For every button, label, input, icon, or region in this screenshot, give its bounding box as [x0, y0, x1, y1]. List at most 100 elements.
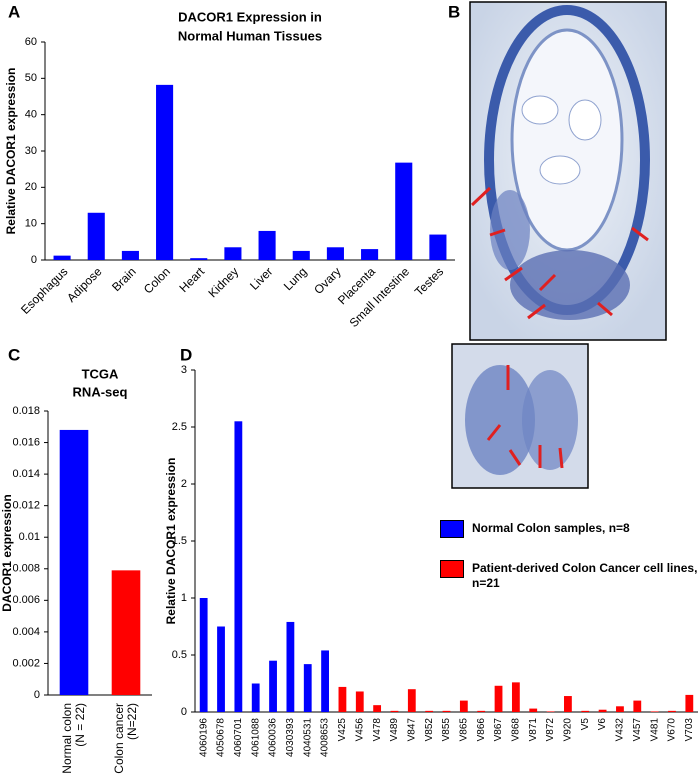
x-tick-label: V872 — [545, 718, 556, 742]
x-tick-label: 4050678 — [216, 718, 227, 757]
bar — [511, 682, 520, 712]
x-tick-label: V432 — [615, 718, 626, 742]
x-tick-label: Testes — [412, 264, 446, 298]
y-tick-label: 0 — [181, 706, 187, 718]
bar — [87, 212, 105, 260]
x-tick-label: (N=22) — [125, 703, 139, 740]
x-tick-label: Esophagus — [18, 264, 70, 316]
x-tick-label: Colon — [141, 264, 173, 296]
x-tick-label: V489 — [389, 718, 400, 742]
bar — [442, 710, 451, 712]
y-tick-label: 40 — [25, 109, 37, 121]
y-tick-label: 50 — [25, 72, 37, 84]
bar — [338, 686, 347, 712]
y-tick-label: 20 — [25, 181, 37, 193]
x-tick-label: Brain — [109, 264, 139, 294]
legend-swatch — [440, 560, 464, 578]
bar — [53, 255, 71, 260]
panel-label: C — [8, 345, 20, 364]
bar — [477, 710, 486, 712]
x-tick-label: Normal colon — [60, 703, 74, 774]
x-tick-label: V6 — [597, 718, 608, 731]
y-tick-label: 0.006 — [12, 594, 40, 606]
y-tick-label: 2 — [181, 478, 187, 490]
bar — [321, 650, 329, 712]
y-tick-label: 2.5 — [172, 421, 187, 433]
x-tick-label: V871 — [528, 718, 539, 742]
x-tick-label: Liver — [247, 264, 275, 292]
bar — [685, 694, 694, 712]
x-tick-label: V478 — [372, 718, 383, 742]
x-tick-label: V847 — [406, 718, 417, 742]
y-tick-label: 0.016 — [12, 436, 40, 448]
bar — [269, 660, 277, 712]
y-tick-label: 0 — [34, 689, 40, 701]
x-tick-label: V5 — [580, 718, 591, 731]
x-tick-label: (N = 22) — [73, 703, 87, 747]
x-tick-label: V703 — [684, 718, 695, 742]
bar — [286, 621, 295, 712]
x-tick-label: Heart — [176, 264, 207, 295]
x-tick-label: V456 — [354, 718, 365, 742]
micrograph — [451, 1, 667, 489]
x-tick-label: V670 — [667, 718, 678, 742]
bar — [258, 230, 276, 260]
bar — [564, 696, 572, 712]
y-tick-label: 0.018 — [12, 405, 40, 417]
bar — [190, 258, 208, 260]
y-tick-label: 0.014 — [12, 468, 40, 480]
x-tick-label: V855 — [441, 718, 452, 742]
x-tick-label: V481 — [649, 718, 660, 742]
y-tick-label: 10 — [25, 218, 37, 230]
legend-swatch — [440, 520, 464, 538]
x-tick-label: V852 — [424, 718, 435, 742]
bar — [529, 708, 538, 712]
bar — [217, 626, 225, 712]
y-tick-label: 1 — [181, 592, 187, 604]
x-tick-label: Lung — [281, 264, 310, 293]
x-tick-label: 4060701 — [233, 718, 244, 757]
x-tick-label: 4008653 — [320, 718, 331, 757]
bar — [650, 711, 659, 712]
x-tick-label: 4060036 — [268, 718, 279, 757]
bar — [390, 710, 399, 712]
bar — [425, 710, 434, 712]
bar — [303, 664, 312, 712]
y-tick-label: 0.01 — [19, 531, 40, 543]
y-tick-label: 0 — [31, 254, 37, 266]
panel-label: B — [448, 2, 460, 21]
bar — [581, 710, 590, 712]
y-tick-label: 0.5 — [172, 649, 187, 661]
x-tick-label: V865 — [458, 718, 469, 742]
bar — [616, 706, 624, 712]
x-tick-label: V920 — [563, 718, 574, 742]
x-tick-label: V867 — [493, 718, 504, 742]
chart-title: TCGA — [82, 366, 119, 381]
y-tick-label: 3 — [181, 364, 187, 376]
y-axis-label: Relative DACOR1 expression — [164, 458, 178, 625]
bar — [224, 247, 242, 260]
y-tick-label: 0.002 — [12, 657, 40, 669]
x-tick-label: Kidney — [205, 264, 241, 300]
chart-title: Normal Human Tissues — [178, 28, 322, 43]
y-tick-label: 60 — [25, 36, 37, 48]
y-tick-label: 0.004 — [12, 626, 40, 638]
bar — [459, 700, 468, 712]
panel-label: D — [180, 345, 192, 364]
bar — [373, 705, 382, 712]
legend-label: Patient-derived Colon Cancer cell lines,… — [472, 561, 698, 590]
chart-title: DACOR1 Expression in — [178, 9, 322, 24]
bar — [59, 429, 89, 695]
bar — [598, 709, 607, 712]
bar — [199, 598, 208, 712]
bar — [251, 683, 260, 712]
bar — [234, 421, 243, 712]
x-tick-label: V425 — [337, 718, 348, 742]
bar — [429, 234, 447, 260]
x-tick-label: 4040531 — [302, 718, 313, 757]
bar — [407, 689, 416, 712]
x-tick-label: Colon cancer — [112, 703, 126, 774]
legend-label: Normal Colon samples, n=8 — [472, 521, 630, 535]
x-tick-label: Ovary — [311, 264, 344, 297]
